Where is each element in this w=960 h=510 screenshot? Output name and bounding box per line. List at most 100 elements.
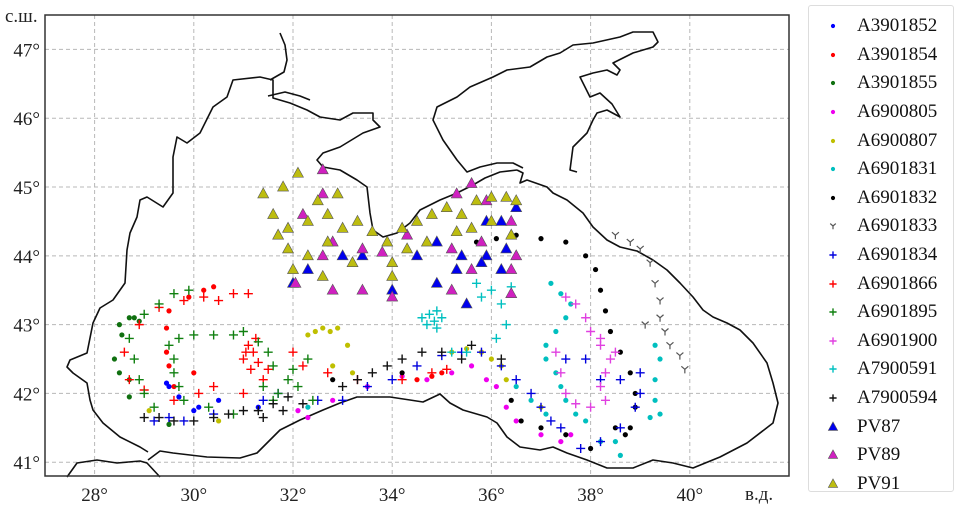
data-point <box>538 236 544 242</box>
data-point <box>209 413 219 423</box>
data-point <box>323 368 333 378</box>
triangle-marker-icon <box>809 417 857 437</box>
legend-item: A7900591 <box>809 355 953 384</box>
data-point <box>301 249 314 261</box>
series-A6900807 <box>146 325 544 424</box>
data-point <box>228 330 238 340</box>
data-point <box>131 315 137 321</box>
data-point <box>652 397 658 403</box>
legend-marker <box>829 308 837 316</box>
data-point <box>528 397 534 403</box>
data-point <box>656 314 664 322</box>
data-point <box>273 388 283 398</box>
data-point <box>351 214 364 226</box>
legend-marker <box>830 81 836 86</box>
data-point <box>169 368 179 378</box>
data-point <box>612 438 619 445</box>
data-point <box>320 325 326 331</box>
data-point <box>209 382 219 392</box>
data-point <box>344 342 351 348</box>
legend-label: PV91 <box>857 472 901 494</box>
data-point <box>455 249 468 261</box>
data-point <box>439 370 445 376</box>
dot-marker-icon <box>809 73 857 93</box>
data-point <box>652 342 658 348</box>
data-point <box>596 333 606 343</box>
data-point <box>166 308 172 314</box>
data-point <box>253 337 263 347</box>
data-point <box>422 320 432 330</box>
data-point <box>583 253 589 259</box>
data-point <box>301 214 314 226</box>
data-point <box>470 194 483 206</box>
data-point <box>174 333 184 343</box>
data-point <box>179 416 189 426</box>
data-point <box>111 356 118 362</box>
x-tick-label: 30° <box>180 485 207 506</box>
data-point <box>437 313 447 323</box>
data-point <box>241 347 251 357</box>
data-point <box>635 368 645 378</box>
data-point <box>243 340 253 350</box>
data-point <box>558 383 564 390</box>
data-point <box>401 228 414 240</box>
legend-label: A6901831 <box>857 158 938 180</box>
legend-label: A6901834 <box>857 244 938 266</box>
data-point <box>536 402 546 412</box>
legend-label: A6901895 <box>857 301 938 323</box>
data-point <box>381 235 394 247</box>
data-point <box>196 404 202 410</box>
data-point <box>139 309 149 319</box>
data-point <box>336 221 349 233</box>
data-point <box>496 354 506 364</box>
legend-item: A6901832 <box>809 184 953 213</box>
data-point <box>356 283 369 295</box>
legend: A3901852 A3901854 A3901855 A6900805 A6900807… <box>808 5 954 494</box>
data-point <box>326 283 339 295</box>
data-point <box>510 201 523 212</box>
data-point <box>460 297 473 309</box>
data-point <box>386 290 399 302</box>
data-point <box>475 256 488 268</box>
data-point <box>179 395 189 405</box>
data-point <box>472 278 482 288</box>
legend-item: A6901895 <box>809 298 953 327</box>
data-point <box>661 328 669 336</box>
data-point <box>305 404 311 410</box>
data-point <box>116 370 122 376</box>
data-point <box>430 276 443 288</box>
data-point <box>657 356 663 362</box>
data-point <box>305 332 311 338</box>
data-point <box>386 256 399 268</box>
legend-item: PV91 <box>809 470 953 499</box>
data-point <box>316 269 329 281</box>
legend-marker <box>829 223 837 230</box>
data-point <box>605 354 615 364</box>
data-point <box>216 418 222 424</box>
data-point <box>396 221 409 233</box>
data-point <box>553 328 559 335</box>
data-point <box>500 190 513 202</box>
data-point <box>636 245 645 253</box>
data-point <box>191 370 197 376</box>
plus-marker-icon <box>809 245 857 265</box>
data-point <box>495 262 508 274</box>
data-point <box>401 242 414 254</box>
data-point <box>468 363 475 369</box>
legend-label: A7900591 <box>857 358 938 380</box>
data-point <box>503 377 509 383</box>
data-point <box>450 262 463 274</box>
data-point <box>119 347 129 357</box>
data-point <box>447 347 457 357</box>
data-point <box>330 363 336 369</box>
data-point <box>410 249 424 261</box>
legend-label: PV87 <box>857 415 901 437</box>
data-point <box>189 416 199 426</box>
dot-marker-icon <box>809 131 857 151</box>
legend-label: A6900805 <box>857 101 938 123</box>
data-point <box>134 375 144 385</box>
data-point <box>666 341 674 350</box>
legend-marker <box>829 394 837 402</box>
x-tick-label: 40° <box>676 485 703 506</box>
data-point <box>228 289 238 299</box>
